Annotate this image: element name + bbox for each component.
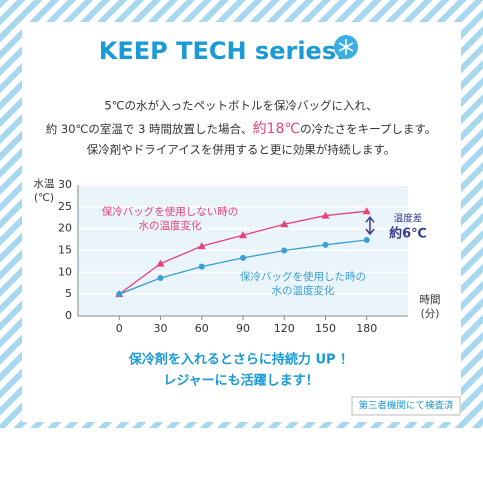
point bbox=[362, 207, 371, 215]
point bbox=[197, 242, 206, 250]
y-tick-label: 5 bbox=[65, 287, 72, 300]
point bbox=[116, 291, 123, 298]
point bbox=[322, 241, 329, 248]
y-tick-label: 10 bbox=[58, 265, 72, 278]
note: 第三者機関にて検査済 bbox=[358, 400, 454, 412]
x-tick-label: 90 bbox=[236, 322, 250, 335]
point bbox=[157, 275, 164, 282]
intro-part: の冷たさをキープします。 bbox=[300, 122, 436, 136]
point bbox=[240, 254, 246, 261]
x-tick-label: 60 bbox=[195, 322, 209, 335]
chart: 0 5 10 15 20 25 30 0 30 60 90 120 150 180 水温 (℃) 時間 (分) 保冷… bbox=[34, 178, 441, 335]
y-tick-label: 0 bbox=[65, 309, 72, 322]
x-tick-label: 120 bbox=[274, 322, 295, 335]
annotation: 温度差 bbox=[394, 213, 423, 225]
x-axis-label: 時間 bbox=[420, 294, 441, 306]
note-box bbox=[351, 396, 461, 416]
y-tick-label: 30 bbox=[58, 178, 72, 191]
legend-label: 保冷バッグを使用しない時の bbox=[102, 205, 239, 218]
x-axis-label: (分) bbox=[421, 308, 440, 320]
x-tick-label: 0 bbox=[116, 322, 123, 335]
snowflake-icon bbox=[334, 35, 358, 59]
title: KEEP TECH series. bbox=[99, 37, 345, 65]
intro-text: 保冷剤やドライアイスを併用すると更に効果が持続します。 bbox=[87, 143, 395, 157]
footer-text: レジャーにも活躍します！ bbox=[163, 373, 318, 389]
point bbox=[198, 263, 205, 270]
point bbox=[363, 237, 370, 244]
intro-text: 5℃の水が入ったペットボトルを保冷バッグに入れ、 bbox=[104, 99, 377, 113]
y-tick-label: 25 bbox=[58, 200, 72, 213]
x-tick-label: 150 bbox=[315, 322, 336, 335]
intro-text: 約 30℃の室温で 3 時間放置した場合、約18℃の冷たさをキープします。 bbox=[46, 121, 437, 137]
y-tick-label: 15 bbox=[58, 244, 72, 257]
annotation: 約6℃ bbox=[389, 226, 427, 242]
point bbox=[281, 247, 288, 254]
footer-text: 保冷剤を入れるとさらに持続力 UP ！ bbox=[128, 352, 353, 368]
x-tick-label: 30 bbox=[154, 322, 168, 335]
y-axis-label: (℃) bbox=[34, 192, 54, 204]
intro-part: 約 30℃の室温で 3 時間放置した場合、 bbox=[46, 122, 253, 136]
point bbox=[280, 220, 289, 228]
point bbox=[156, 259, 165, 267]
y-axis-label: 水温 bbox=[34, 178, 55, 190]
intro-highlight: 約18℃ bbox=[253, 121, 301, 137]
diff-arrowhead bbox=[365, 215, 375, 236]
legend-label: 保冷バッグを使用した時の bbox=[240, 270, 366, 283]
point bbox=[321, 211, 330, 219]
legend-label: 水の温度変化 bbox=[139, 219, 202, 232]
y-tick-label: 20 bbox=[58, 222, 72, 235]
x-tick-label: 180 bbox=[356, 322, 377, 335]
legend-label: 水の温度変化 bbox=[272, 284, 335, 297]
point bbox=[239, 231, 247, 239]
